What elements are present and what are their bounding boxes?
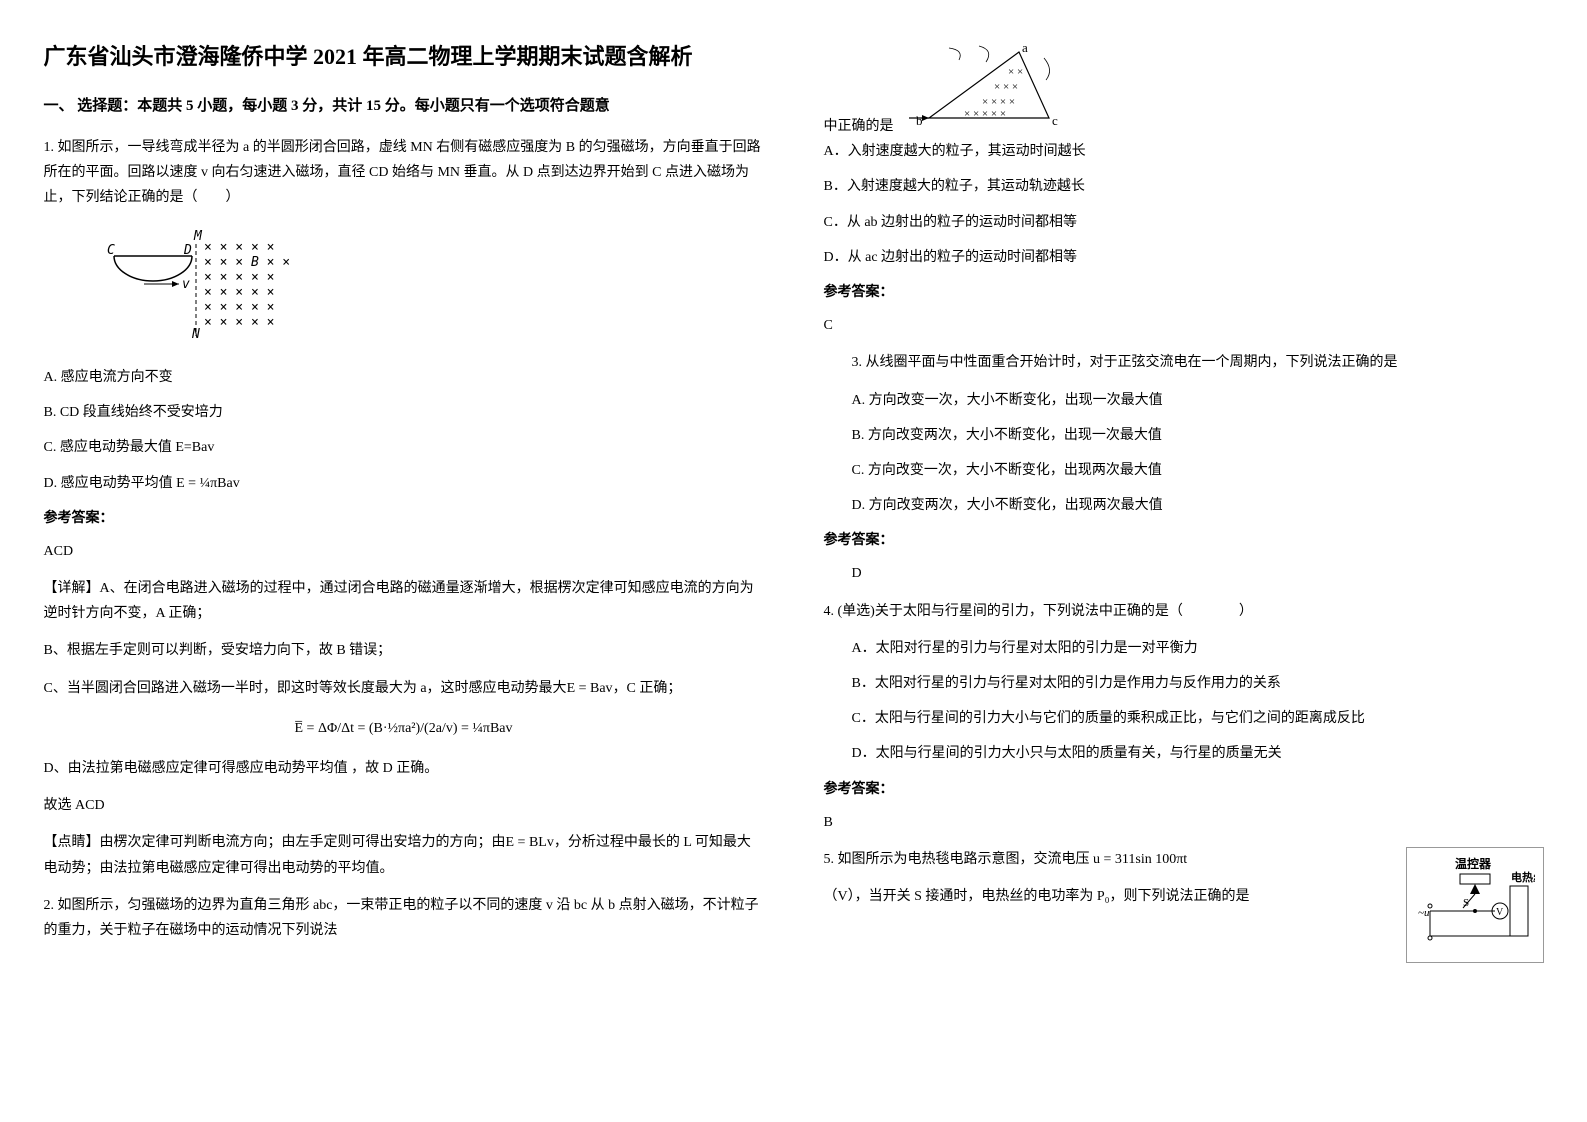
q1-detail1: 【详解】A、在闭合电路进入磁场的过程中，通过闭合电路的磁通量逐渐增大，根据楞次定… bbox=[44, 576, 764, 626]
q1-tip: 【点睛】由楞次定律可判断电流方向；由左手定则可得出安培力的方向；由E = BLv… bbox=[44, 830, 764, 880]
q3-option-c: C. 方向改变一次，大小不断变化，出现两次最大值 bbox=[852, 458, 1544, 483]
q1-diagram: M × × × × × × × × B × × × × × × × × × × … bbox=[84, 226, 764, 350]
q2-option-b: B．入射速度越大的粒子，其运动轨迹越长 bbox=[824, 174, 1544, 199]
q3-option-a: A. 方向改变一次，大小不断变化，出现一次最大值 bbox=[852, 388, 1544, 413]
q1-option-d-prefix: D. 感应电动势平均值 bbox=[44, 476, 173, 491]
q2-option-d: D．从 ac 边射出的粒子的运动时间都相等 bbox=[824, 245, 1544, 270]
q1-option-d: D. 感应电动势平均值 E = ¼πBav bbox=[44, 471, 764, 496]
q1-detail4: D、由法拉第电磁感应定律可得感应电动势平均值 ，故 D 正确。 bbox=[44, 756, 764, 781]
label-heater: 电热丝 bbox=[1511, 870, 1535, 884]
svg-text:× × × × ×: × × × × × bbox=[204, 240, 274, 255]
q5-block: 温控器 S V 电热丝 ~u bbox=[824, 847, 1544, 909]
q3-option-b: B. 方向改变两次，大小不断变化，出现一次最大值 bbox=[852, 423, 1544, 448]
q1-answer-label: 参考答案： bbox=[44, 506, 764, 531]
q5-circuit-diagram: 温控器 S V 电热丝 ~u bbox=[1406, 847, 1544, 963]
q2-stem: 2. 如图所示，匀强磁场的边界为直角三角形 abc，一束带正电的粒子以不同的速度… bbox=[44, 893, 764, 943]
label-v: v bbox=[182, 277, 190, 292]
q3-stem: 3. 从线圈平面与中性面重合开始计时，对于正弦交流电在一个周期内，下列说法正确的… bbox=[824, 350, 1544, 375]
voltmeter-symbol: V bbox=[1496, 907, 1504, 918]
q4-option-c: C．太阳与行星间的引力大小与它们的质量的乘积成正比，与它们之间的距离成反比 bbox=[852, 706, 1544, 731]
label-c: C bbox=[107, 243, 115, 258]
label-d: D bbox=[183, 243, 192, 258]
q4-answer: B bbox=[824, 810, 1544, 835]
q1-option-c: C. 感应电动势最大值 E=Bav bbox=[44, 435, 764, 460]
svg-text:× ×: × × bbox=[1008, 66, 1023, 78]
svg-text:× × ×: × × × bbox=[994, 81, 1018, 93]
q1-option-b: B. CD 段直线始终不受安培力 bbox=[44, 400, 764, 425]
field-crosses-2: × × × × × × × × × × × × × × bbox=[964, 66, 1023, 120]
field-crosses: × × × × × × × × B × × × × × × × × × × × … bbox=[204, 240, 290, 330]
q1-stem: 1. 如图所示，一导线弯成半径为 a 的半圆形闭合回路，虚线 MN 右侧有磁感应… bbox=[44, 135, 764, 211]
svg-text:× × × × ×: × × × × × bbox=[204, 285, 274, 300]
q3-answer-label: 参考答案： bbox=[824, 528, 1544, 553]
q1-detail4-prefix: D、由法拉第电磁感应定律可得感应电动势平均值 bbox=[44, 761, 348, 776]
section-1-heading: 一、 选择题：本题共 5 小题，每小题 3 分，共计 15 分。每小题只有一个选… bbox=[44, 93, 764, 120]
q1-detail3-formula: E = Bav bbox=[567, 681, 613, 696]
q2-diagram-row: 中正确的是 a b c × × × × × × × × × × × × × × bbox=[824, 40, 1544, 139]
q1-detail3: C、当半圆闭合回路进入磁场一半时，即这时等效长度最大为 a，这时感应电动势最大E… bbox=[44, 676, 764, 701]
page-title: 广东省汕头市澄海隆侨中学 2021 年高二物理上学期期末试题含解析 bbox=[44, 40, 764, 73]
q1-detail2: B、根据左手定则可以判断，受安培力向下，故 B 错误； bbox=[44, 638, 764, 663]
q1-formula-center: E̅ = ΔΦ/Δt = (B·½πa²)/(2a/v) = ¼πBav bbox=[44, 716, 764, 741]
q2-answer-label: 参考答案： bbox=[824, 280, 1544, 305]
label-b: b bbox=[916, 113, 923, 128]
q3-option-d: D. 方向改变两次，大小不断变化，出现两次最大值 bbox=[852, 493, 1544, 518]
q3-answer: D bbox=[824, 561, 1544, 586]
q1-option-a: A. 感应电流方向不变 bbox=[44, 365, 764, 390]
q2-continuation: 中正确的是 bbox=[824, 114, 894, 139]
q4-option-d: D．太阳与行星间的引力大小只与太阳的质量有关，与行星的质量无关 bbox=[852, 741, 1544, 766]
svg-text:× × × × ×: × × × × × bbox=[204, 315, 274, 330]
q4-answer-label: 参考答案： bbox=[824, 777, 1544, 802]
q1-detail4-suffix: ，故 D 正确。 bbox=[351, 761, 438, 776]
label-u: ~u bbox=[1418, 907, 1430, 919]
q4-option-b: B．太阳对行星的引力与行星对太阳的引力是作用力与反作用力的关系 bbox=[852, 671, 1544, 696]
q1-answer: ACD bbox=[44, 539, 764, 564]
q1-detail3-suffix: ，C 正确； bbox=[613, 681, 682, 696]
q1-detail3-prefix: C、当半圆闭合回路进入磁场一半时，即这时等效长度最大为 a，这时感应电动势最大 bbox=[44, 681, 567, 696]
svg-text:× × × × ×: × × × × × bbox=[204, 300, 274, 315]
q4-option-a: A．太阳对行星的引力与行星对太阳的引力是一对平衡力 bbox=[852, 636, 1544, 661]
svg-text:× × × × ×: × × × × × bbox=[204, 270, 274, 285]
q2-diagram: a b c × × × × × × × × × × × × × × bbox=[904, 40, 1064, 139]
left-column: 广东省汕头市澄海隆侨中学 2021 年高二物理上学期期末试题含解析 一、 选择题… bbox=[44, 40, 764, 963]
svg-text:× × × ×: × × × × bbox=[982, 96, 1015, 108]
q1-option-d-formula: E = ¼πBav bbox=[176, 476, 240, 491]
svg-text:× × × B × ×: × × × B × × bbox=[204, 255, 290, 270]
q2-option-a: A．入射速度越大的粒子，其运动时间越长 bbox=[824, 139, 1544, 164]
q2-option-c: C．从 ab 边射出的粒子的运动时间都相等 bbox=[824, 210, 1544, 235]
q4-stem: 4. (单选)关于太阳与行星间的引力，下列说法中正确的是（ ） bbox=[824, 599, 1544, 624]
label-c: c bbox=[1052, 113, 1058, 128]
label-m: M bbox=[193, 229, 203, 244]
svg-text:× × × × ×: × × × × × bbox=[964, 108, 1006, 120]
q2-answer: C bbox=[824, 313, 1544, 338]
label-a: a bbox=[1022, 40, 1028, 55]
label-n: N bbox=[191, 327, 200, 342]
right-column: 中正确的是 a b c × × × × × × × × × × × × × × bbox=[824, 40, 1544, 963]
page-container: 广东省汕头市澄海隆侨中学 2021 年高二物理上学期期末试题含解析 一、 选择题… bbox=[44, 40, 1544, 963]
q1-conclusion: 故选 ACD bbox=[44, 793, 764, 818]
label-thermostat: 温控器 bbox=[1455, 856, 1492, 871]
